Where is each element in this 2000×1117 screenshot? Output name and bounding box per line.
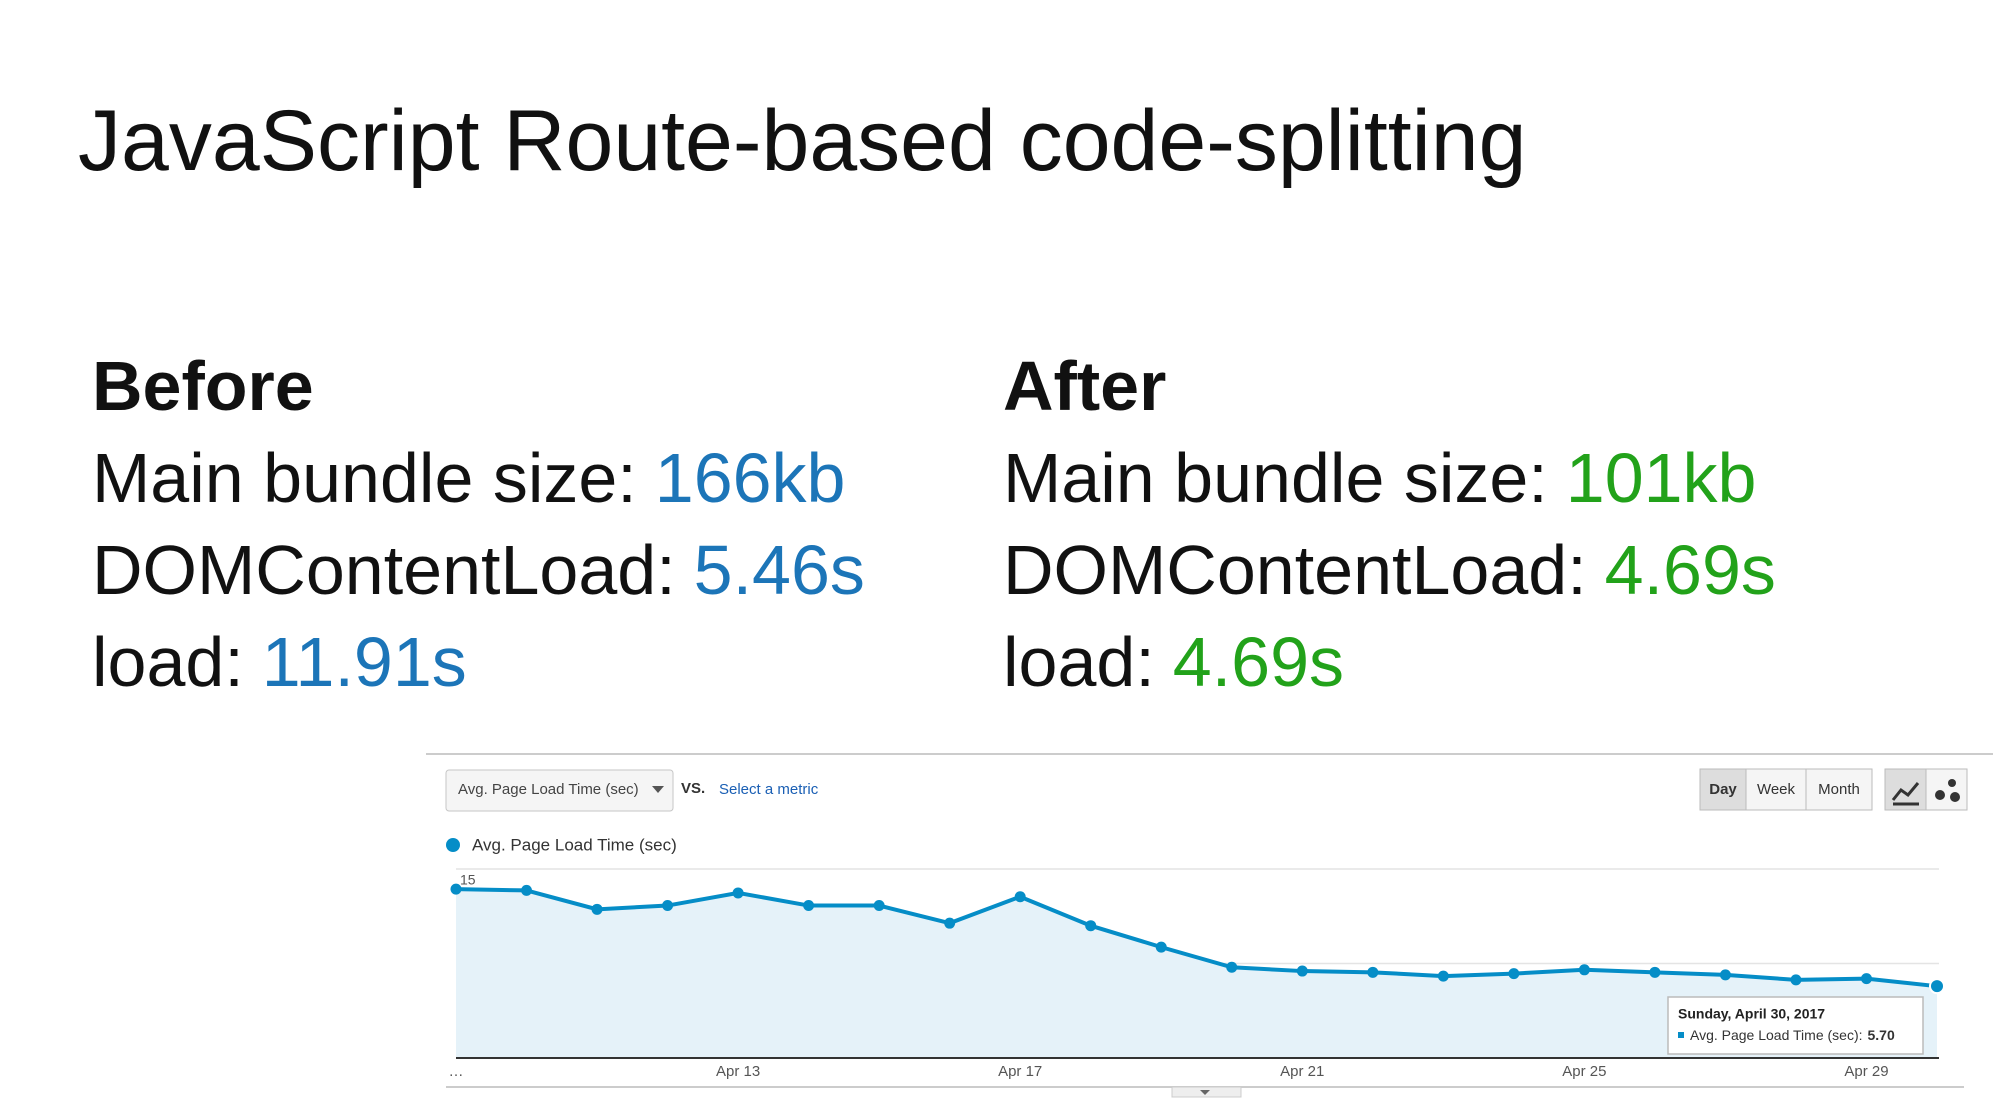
tooltip-value: 5.70 xyxy=(1868,1027,1895,1043)
motion-icon xyxy=(1948,779,1956,787)
metric-value: 11.91s xyxy=(261,623,467,701)
metric-label: DOMContentLoad: xyxy=(92,531,676,609)
period-button[interactable] xyxy=(1745,768,1807,811)
vs-label: VS. xyxy=(681,780,705,797)
point xyxy=(1508,968,1520,980)
tooltip-title: Sunday, April 30, 2017 xyxy=(1678,1006,1825,1022)
point xyxy=(1929,978,1945,995)
metric-row: DOMContentLoad: 5.46s xyxy=(92,524,865,616)
point xyxy=(803,900,815,912)
dropdown-caret xyxy=(652,786,664,793)
block-heading: After xyxy=(1003,347,1167,425)
point xyxy=(1860,973,1872,985)
expand-caret xyxy=(1200,1090,1210,1095)
before-block: Before Main bundle size: 166kb DOMContentLo… xyxy=(92,340,865,708)
point xyxy=(1014,891,1026,903)
point xyxy=(1296,965,1308,977)
metric-value: 166kb xyxy=(654,439,846,517)
metric-label: Main bundle size: xyxy=(92,439,637,517)
x-tick-label: Apr 25 xyxy=(1562,1063,1606,1080)
point xyxy=(1719,969,1731,981)
x-tick-label: Apr 17 xyxy=(998,1063,1042,1080)
line-chart-icon xyxy=(1891,782,1920,806)
point xyxy=(1226,961,1238,973)
metric-row: load: 11.91s xyxy=(92,616,865,708)
motion-icon xyxy=(1950,792,1960,802)
tooltip xyxy=(1667,996,1924,1055)
point xyxy=(1155,941,1167,953)
area xyxy=(456,889,1937,1058)
metric-row: DOMContentLoad: 4.69s xyxy=(1003,524,1776,616)
period-button-label: Month xyxy=(1818,781,1860,798)
metric-row: Main bundle size: 166kb xyxy=(92,432,865,524)
metric-row: Main bundle size: 101kb xyxy=(1003,432,1776,524)
point xyxy=(1790,974,1802,986)
metric-label: load: xyxy=(1003,623,1155,701)
metric-label: Main bundle size: xyxy=(1003,439,1548,517)
point xyxy=(944,917,956,929)
select-metric-link[interactable]: Select a metric xyxy=(719,781,819,798)
period-button[interactable] xyxy=(1699,768,1747,811)
metric-dropdown[interactable] xyxy=(445,769,674,812)
motion-chart-button[interactable] xyxy=(1925,768,1968,811)
x-tick-label: Apr 29 xyxy=(1844,1063,1888,1080)
metric-label: DOMContentLoad: xyxy=(1003,531,1587,609)
y-tick-label: 15 xyxy=(460,872,476,888)
period-button[interactable] xyxy=(1805,768,1873,811)
point xyxy=(1649,966,1661,978)
point xyxy=(521,884,533,896)
motion-icon xyxy=(1935,790,1945,800)
block-heading: Before xyxy=(92,347,314,425)
point xyxy=(591,903,603,915)
point xyxy=(662,900,674,912)
period-button-label: Week xyxy=(1757,781,1796,798)
metric-row: load: 4.69s xyxy=(1003,616,1776,708)
metric-value: 4.69s xyxy=(1172,623,1345,701)
tooltip-metric: Avg. Page Load Time (sec): xyxy=(1690,1027,1863,1043)
metric-value: 101kb xyxy=(1565,439,1757,517)
point xyxy=(732,887,744,899)
point xyxy=(873,900,885,912)
slide-title: JavaScript Route-based code-splitting xyxy=(78,93,1527,189)
x-tick-label: … xyxy=(449,1063,464,1080)
line xyxy=(455,887,1938,989)
point xyxy=(450,883,462,895)
point xyxy=(1367,966,1379,978)
x-tick-label: Apr 21 xyxy=(1280,1063,1324,1080)
metric-label: load: xyxy=(92,623,244,701)
metric-label: Avg. Page Load Time (sec) xyxy=(458,781,639,798)
legend-dot xyxy=(446,838,460,852)
point xyxy=(1085,920,1097,932)
point xyxy=(1578,964,1590,976)
metric-value: 4.69s xyxy=(1604,531,1776,609)
x-tick-label: Apr 13 xyxy=(716,1063,760,1080)
legend-label: Avg. Page Load Time (sec) xyxy=(472,835,677,854)
point xyxy=(1437,970,1449,982)
after-block: After Main bundle size: 101kb DOMContentLoa… xyxy=(1003,340,1776,708)
period-button-label: Day xyxy=(1709,781,1737,798)
tooltip-line: Avg. Page Load Time (sec): 5.70 xyxy=(1690,1027,1895,1043)
metric-value: 5.46s xyxy=(693,531,865,609)
tooltip-swatch xyxy=(1678,1032,1684,1038)
